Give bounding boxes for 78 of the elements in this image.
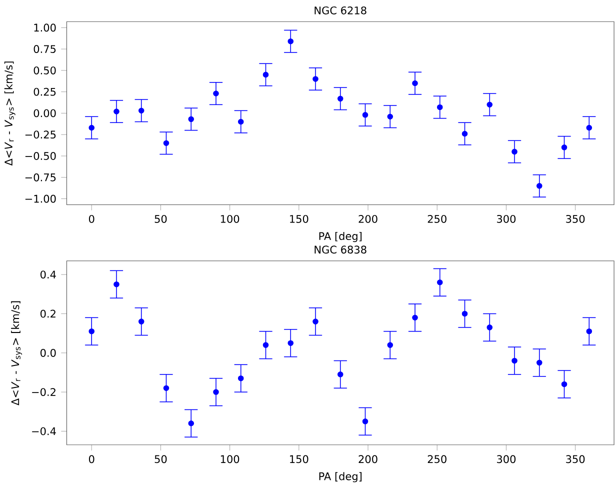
- point: [138, 108, 144, 114]
- y-tick-label: −0.2: [32, 388, 56, 396]
- y-tick-label: −0.50: [25, 152, 56, 160]
- point: [262, 72, 269, 78]
- y-tick-label: 0.2: [40, 310, 56, 318]
- point: [412, 314, 418, 321]
- point: [436, 104, 443, 110]
- point: [486, 324, 493, 330]
- point: [512, 148, 518, 155]
- x-tick-label: 250: [428, 455, 446, 464]
- x-tick-label: 0: [88, 455, 94, 464]
- point: [486, 102, 493, 108]
- chart-title: NGC 6838: [314, 246, 366, 254]
- point: [561, 381, 568, 388]
- point: [312, 318, 318, 325]
- point: [387, 342, 394, 348]
- point: [238, 376, 244, 382]
- point: [114, 282, 120, 288]
- point: [88, 328, 94, 334]
- y-tick-label: 0.0: [40, 349, 56, 358]
- x-tick-label: 350: [566, 455, 585, 464]
- point: [362, 418, 368, 424]
- y-tick-label: −0.75: [25, 174, 56, 182]
- x-tick-label: 150: [290, 215, 308, 224]
- point: [188, 420, 194, 426]
- x-tick-label: 200: [358, 215, 378, 224]
- point: [586, 125, 592, 131]
- point: [238, 119, 244, 125]
- y-tick-label: −0.25: [25, 130, 56, 139]
- x-tick-label: 50: [154, 215, 167, 224]
- point: [288, 38, 294, 44]
- point: [138, 318, 144, 325]
- y-tick-label: 0.25: [34, 88, 56, 96]
- point: [536, 360, 542, 366]
- point: [412, 80, 418, 86]
- x-axis-title: PA [deg]: [319, 472, 362, 482]
- point: [462, 131, 468, 137]
- x-tick-label: 250: [428, 215, 446, 224]
- point: [163, 385, 170, 392]
- point: [288, 340, 294, 346]
- y-tick-label: 0.75: [34, 45, 56, 54]
- chart-title: NGC 6218: [314, 6, 366, 15]
- x-tick-label: 50: [154, 455, 167, 464]
- y-tick-label: −0.4: [32, 427, 56, 436]
- x-tick-label: 350: [566, 215, 585, 224]
- point: [88, 125, 94, 131]
- point: [387, 114, 394, 120]
- x-tick-label: 100: [220, 455, 240, 464]
- point: [586, 328, 592, 334]
- y-tick-label: 0.00: [34, 109, 56, 118]
- point: [561, 144, 568, 150]
- point: [213, 90, 219, 97]
- x-tick-label: 300: [497, 215, 516, 224]
- point: [362, 112, 368, 118]
- point: [337, 96, 344, 102]
- point: [213, 389, 219, 396]
- y-axis-title: Δ<V$_{r}$ - V$_{sys}$> [km/s]: [11, 301, 22, 406]
- y-tick-label: 0.4: [40, 270, 56, 279]
- point: [114, 108, 120, 115]
- point: [312, 76, 318, 82]
- point: [163, 140, 170, 146]
- point: [188, 116, 194, 122]
- y-tick-label: 0.50: [34, 66, 56, 75]
- point: [262, 342, 269, 348]
- y-tick-label: 1.00: [34, 24, 56, 32]
- x-tick-label: 150: [290, 455, 308, 464]
- y-tick-label: −1.00: [25, 194, 56, 203]
- x-tick-label: 200: [358, 455, 378, 464]
- y-axis-title: Δ<V$_{r}$ - V$_{sys}$> [km/s]: [4, 62, 16, 166]
- point: [436, 280, 443, 286]
- point: [462, 311, 468, 317]
- point: [512, 358, 518, 364]
- x-tick-label: 0: [88, 215, 94, 224]
- x-tick-label: 300: [497, 455, 516, 464]
- point: [536, 183, 542, 189]
- x-tick-label: 100: [220, 215, 240, 224]
- x-axis-title: PA [deg]: [319, 232, 362, 242]
- point: [337, 372, 344, 378]
